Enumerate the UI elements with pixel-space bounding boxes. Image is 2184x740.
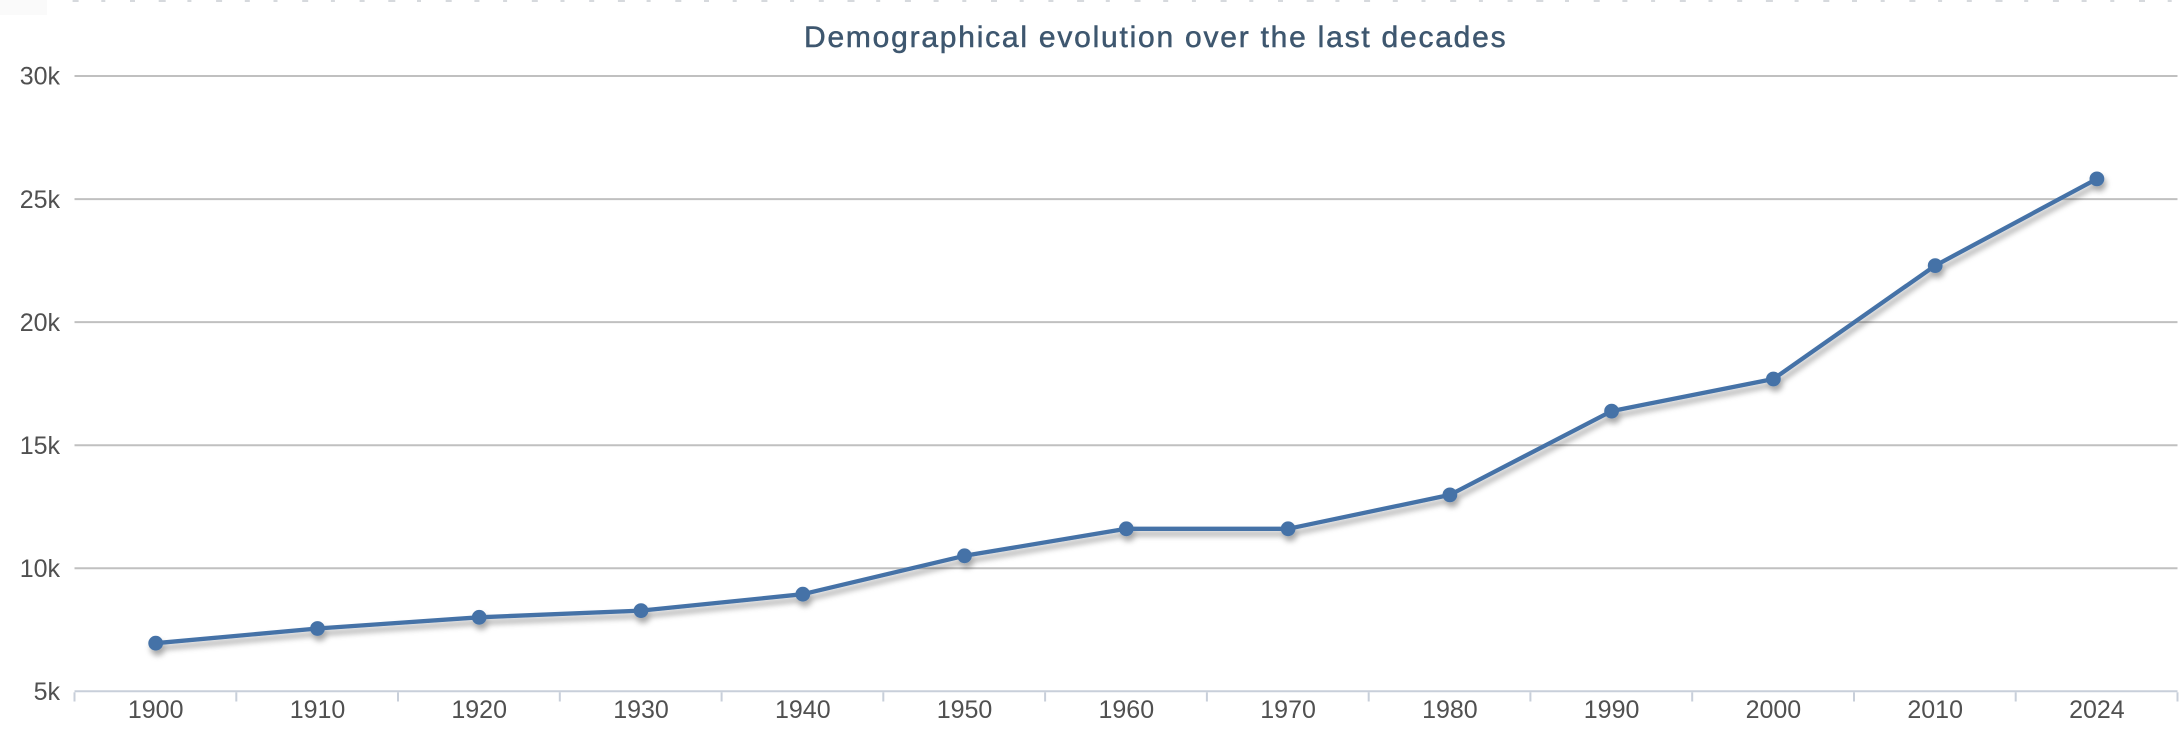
svg-text:1920: 1920 (451, 696, 507, 724)
svg-text:2010: 2010 (1907, 696, 1963, 724)
svg-text:2000: 2000 (1746, 696, 1802, 724)
svg-text:15k: 15k (20, 432, 61, 460)
svg-text:1980: 1980 (1422, 696, 1478, 724)
svg-text:1960: 1960 (1098, 696, 1154, 724)
svg-text:10k: 10k (20, 555, 61, 583)
svg-text:1930: 1930 (613, 696, 669, 724)
svg-text:1990: 1990 (1584, 696, 1640, 724)
svg-text:2024: 2024 (2069, 696, 2125, 724)
svg-text:1900: 1900 (128, 696, 184, 724)
svg-text:5k: 5k (34, 678, 61, 706)
svg-text:25k: 25k (20, 186, 61, 214)
svg-text:1940: 1940 (775, 696, 831, 724)
svg-text:20k: 20k (20, 309, 61, 337)
svg-text:1950: 1950 (937, 696, 993, 724)
svg-text:1970: 1970 (1260, 696, 1316, 724)
svg-text:30k: 30k (20, 63, 61, 91)
svg-text:1910: 1910 (290, 696, 346, 724)
svg-text:Demographical evolution over t: Demographical evolution over the last de… (804, 21, 1507, 54)
